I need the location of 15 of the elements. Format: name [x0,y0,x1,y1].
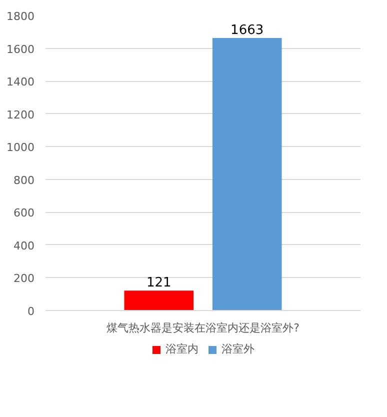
data-label: 121 [146,276,172,291]
y-tick-label: 200 [14,272,35,286]
legend-label: 浴室外 [222,342,254,356]
y-tick-label: 600 [14,206,35,220]
y-tick-label: 1400 [6,76,35,89]
y-tick-label: 1800 [6,10,35,23]
data-label: 1663 [230,22,264,38]
y-tick-label: 1600 [6,42,35,56]
y-tick-label: 0 [28,305,34,318]
legend-label: 浴室内 [166,342,198,356]
y-tick-label: 1000 [6,141,35,154]
y-tick-label: 800 [14,174,35,187]
y-tick-label: 400 [14,239,35,252]
y-tick-label: 1200 [6,108,35,122]
x-tick-label: 煤气热水器是安装在浴室内还是浴室外? [106,322,300,334]
